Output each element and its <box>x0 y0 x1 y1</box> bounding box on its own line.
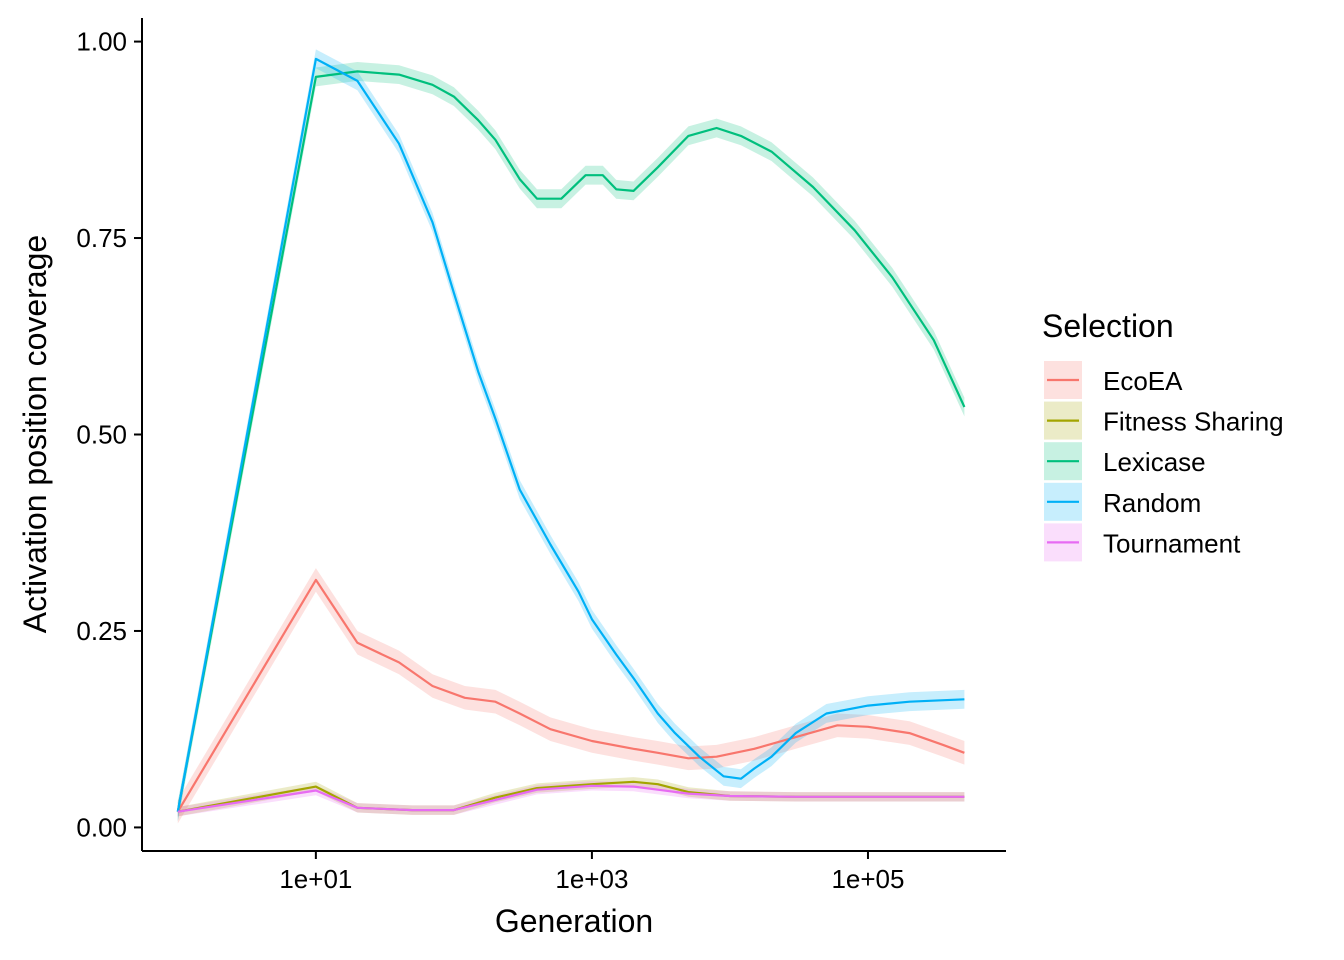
series-lines <box>176 57 966 813</box>
x-axis-title: Generation <box>495 903 653 939</box>
fitness-sharing-band <box>177 777 965 817</box>
x-tick-label: 1e+01 <box>279 864 352 894</box>
legend: Selection EcoEA Fitness Sharing Lexicase Ra… <box>1042 308 1284 562</box>
y-axis: 0.00 0.25 0.50 0.75 1.00 <box>76 18 143 851</box>
x-tick-label: 1e+03 <box>555 864 628 894</box>
y-tick-label: 0.50 <box>76 420 127 450</box>
tournament-line <box>177 784 965 813</box>
ecoea-line <box>176 578 965 813</box>
legend-label: EcoEA <box>1103 366 1183 396</box>
legend-label: Fitness Sharing <box>1103 407 1284 437</box>
legend-item-random: Random <box>1044 482 1201 521</box>
legend-item-tournament: Tournament <box>1044 523 1241 562</box>
legend-label: Lexicase <box>1103 447 1206 477</box>
legend-title: Selection <box>1042 308 1174 344</box>
legend-item-lexicase: Lexicase <box>1044 442 1206 481</box>
x-axis: 1e+01 1e+03 1e+05 <box>142 850 1006 894</box>
y-tick-label: 0.75 <box>76 223 127 253</box>
legend-label: Random <box>1103 488 1201 518</box>
y-tick-label: 0.25 <box>76 616 127 646</box>
x-tick-label: 1e+05 <box>831 864 904 894</box>
y-axis-title: Activation position coverage <box>17 235 53 633</box>
legend-item-ecoea: EcoEA <box>1044 361 1183 399</box>
legend-label: Tournament <box>1103 528 1241 558</box>
legend-item-fitness-sharing: Fitness Sharing <box>1044 401 1284 440</box>
random-line <box>176 57 965 812</box>
y-tick-label: 1.00 <box>76 27 127 57</box>
y-tick-label: 0.00 <box>76 812 127 842</box>
lexicase-line <box>176 70 966 812</box>
